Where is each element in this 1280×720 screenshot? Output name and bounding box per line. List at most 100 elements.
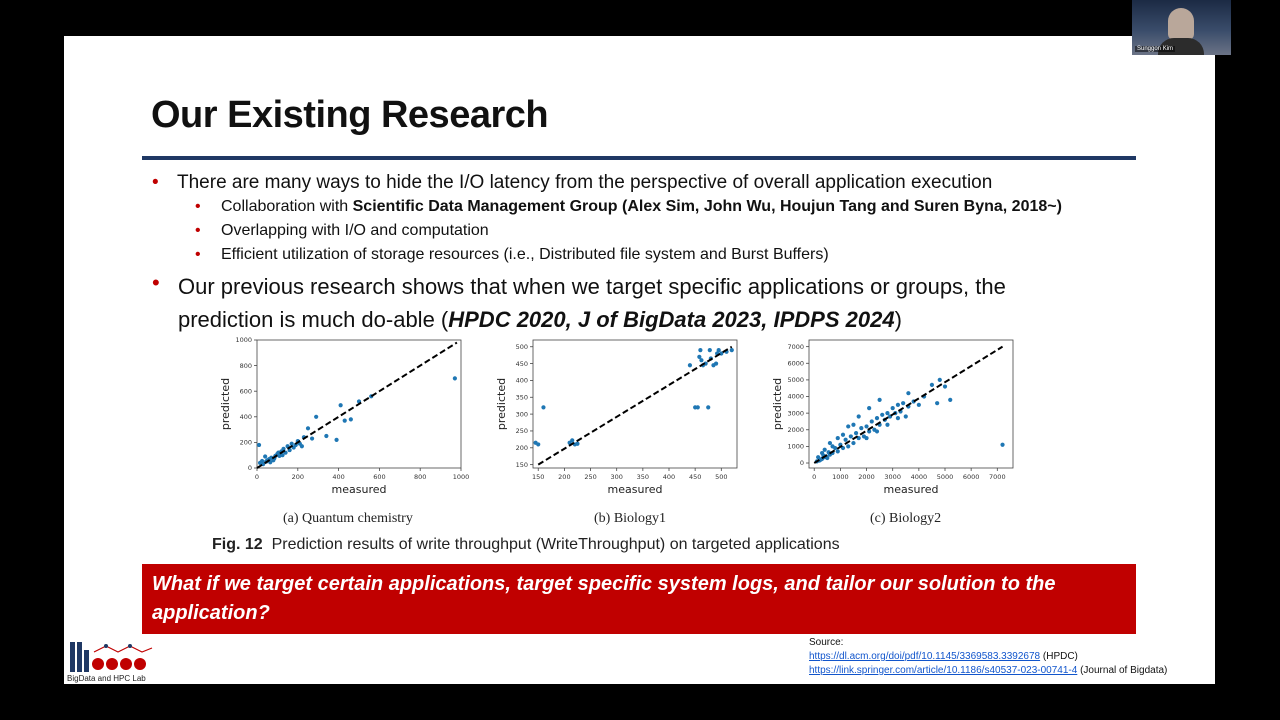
- title-divider: [142, 156, 1136, 160]
- webcam-person-head: [1168, 8, 1194, 40]
- data-point: [305, 426, 311, 431]
- data-point: [342, 418, 347, 423]
- data-point: [338, 403, 343, 408]
- bullet-marker: •: [152, 172, 159, 193]
- x-tick-label: 0: [812, 473, 816, 481]
- x-tick-label: 600: [373, 473, 385, 481]
- y-tick-label: 450: [516, 360, 528, 368]
- x-tick-label: 2000: [858, 473, 875, 481]
- x-tick-label: 7000: [989, 473, 1006, 481]
- lab-logo-text: BigData and HPC Lab: [67, 674, 146, 683]
- data-point: [822, 447, 827, 452]
- sub-bullet-1-prefix: Collaboration with: [221, 198, 353, 215]
- y-tick-label: 400: [516, 377, 528, 385]
- subfigure-caption-a: (a) Quantum chemistry: [283, 511, 413, 526]
- x-tick-label: 6000: [963, 473, 980, 481]
- sub-bullet-marker: •: [195, 198, 201, 215]
- source-line-2: https://link.springer.com/article/10.118…: [809, 664, 1167, 678]
- x-tick-label: 1000: [453, 473, 470, 481]
- data-point: [281, 446, 286, 451]
- subfigure-caption-b: (b) Biology1: [594, 511, 666, 526]
- data-point: [309, 436, 315, 441]
- data-point: [916, 402, 921, 407]
- data-point: [280, 453, 285, 458]
- data-point: [716, 348, 721, 353]
- sub-bullet-marker: •: [195, 222, 201, 239]
- data-point: [830, 444, 835, 449]
- y-tick-label: 350: [516, 393, 528, 401]
- bullet-marker: •: [152, 270, 160, 295]
- y-tick-label: 1000: [787, 443, 804, 451]
- data-point: [299, 444, 304, 449]
- data-point: [864, 424, 869, 429]
- x-tick-label: 450: [689, 473, 701, 481]
- sub-bullet-1-bold: Scientific Data Management Group (Alex S…: [352, 198, 1062, 215]
- data-point: [846, 444, 851, 449]
- data-point: [901, 401, 906, 406]
- slide: Our Existing Research • There are many w…: [64, 36, 1215, 684]
- data-point: [324, 433, 329, 439]
- x-tick-label: 500: [715, 473, 727, 481]
- data-point: [853, 430, 859, 436]
- data-point: [903, 414, 908, 419]
- sub-bullet-1: Collaboration with Scientific Data Manag…: [221, 198, 1062, 216]
- sub-bullet-2: Overlapping with I/O and computation: [221, 222, 489, 239]
- data-point: [851, 440, 856, 446]
- y-tick-label: 250: [516, 427, 528, 435]
- data-point: [695, 405, 700, 410]
- source-link-hpdc[interactable]: https://dl.acm.org/doi/pdf/10.1145/33695…: [809, 651, 1041, 662]
- bullet-2-line-2: prediction is much do-able (HPDC 2020, J…: [178, 303, 1006, 336]
- data-point: [816, 455, 821, 460]
- data-point: [835, 449, 840, 454]
- data-point: [263, 454, 268, 459]
- data-point: [698, 348, 703, 353]
- data-point: [1000, 442, 1005, 447]
- y-tick-label: 0: [248, 464, 252, 472]
- y-axis-label: predicted: [495, 378, 508, 430]
- data-point: [703, 361, 708, 366]
- data-point: [935, 401, 940, 406]
- data-point: [570, 438, 575, 443]
- x-tick-label: 350: [637, 473, 649, 481]
- x-tick-label: 5000: [937, 473, 954, 481]
- x-tick-label: 0: [255, 473, 259, 481]
- reference-diagonal: [537, 345, 733, 466]
- y-axis-label: predicted: [771, 378, 784, 430]
- data-point: [867, 429, 872, 434]
- y-tick-label: 3000: [787, 409, 804, 417]
- x-tick-label: 4000: [911, 473, 928, 481]
- data-point: [707, 348, 712, 353]
- x-tick-label: 400: [332, 473, 344, 481]
- data-point: [906, 391, 911, 396]
- bullet-2-citations: HPDC 2020, J of BigData 2023, IPDPS 2024: [448, 307, 895, 332]
- data-point: [827, 440, 833, 446]
- data-point: [895, 416, 901, 421]
- source-link-bigdata[interactable]: https://link.springer.com/article/10.118…: [809, 665, 1078, 676]
- data-point: [867, 406, 872, 411]
- y-tick-label: 200: [240, 439, 252, 447]
- data-point: [835, 435, 840, 441]
- data-point: [859, 426, 864, 431]
- bullet-2-prefix: prediction is much do-able (: [178, 307, 449, 332]
- bullet-2: Our previous research shows that when we…: [178, 270, 1006, 336]
- y-tick-label: 200: [516, 444, 528, 452]
- webcam-thumbnail[interactable]: Sunggon Kim: [1132, 0, 1231, 55]
- y-tick-label: 5000: [787, 376, 804, 384]
- data-point: [929, 382, 935, 387]
- data-point: [864, 435, 869, 441]
- figure-caption-label: Fig. 12: [212, 536, 263, 553]
- data-point: [706, 405, 711, 410]
- callout-box: What if we target certain applications, …: [142, 564, 1136, 634]
- page-title: Our Existing Research: [151, 94, 549, 136]
- data-point: [937, 377, 942, 382]
- data-point: [289, 441, 294, 446]
- callout-text: What if we target certain applications, …: [152, 573, 1056, 624]
- data-point: [851, 422, 856, 427]
- y-tick-label: 6000: [787, 359, 804, 367]
- data-point: [536, 442, 541, 447]
- data-point: [843, 437, 848, 442]
- scatter-plot-biology2: 0 1000 2000 3000 4000 5000 6000 7000 0 1000 2000 30…: [771, 339, 1014, 496]
- data-point: [848, 434, 853, 439]
- figure: 0 200 400 600 800 1000 0 200 400 600 800 1000 measur…: [205, 336, 1035, 536]
- data-point: [840, 432, 846, 437]
